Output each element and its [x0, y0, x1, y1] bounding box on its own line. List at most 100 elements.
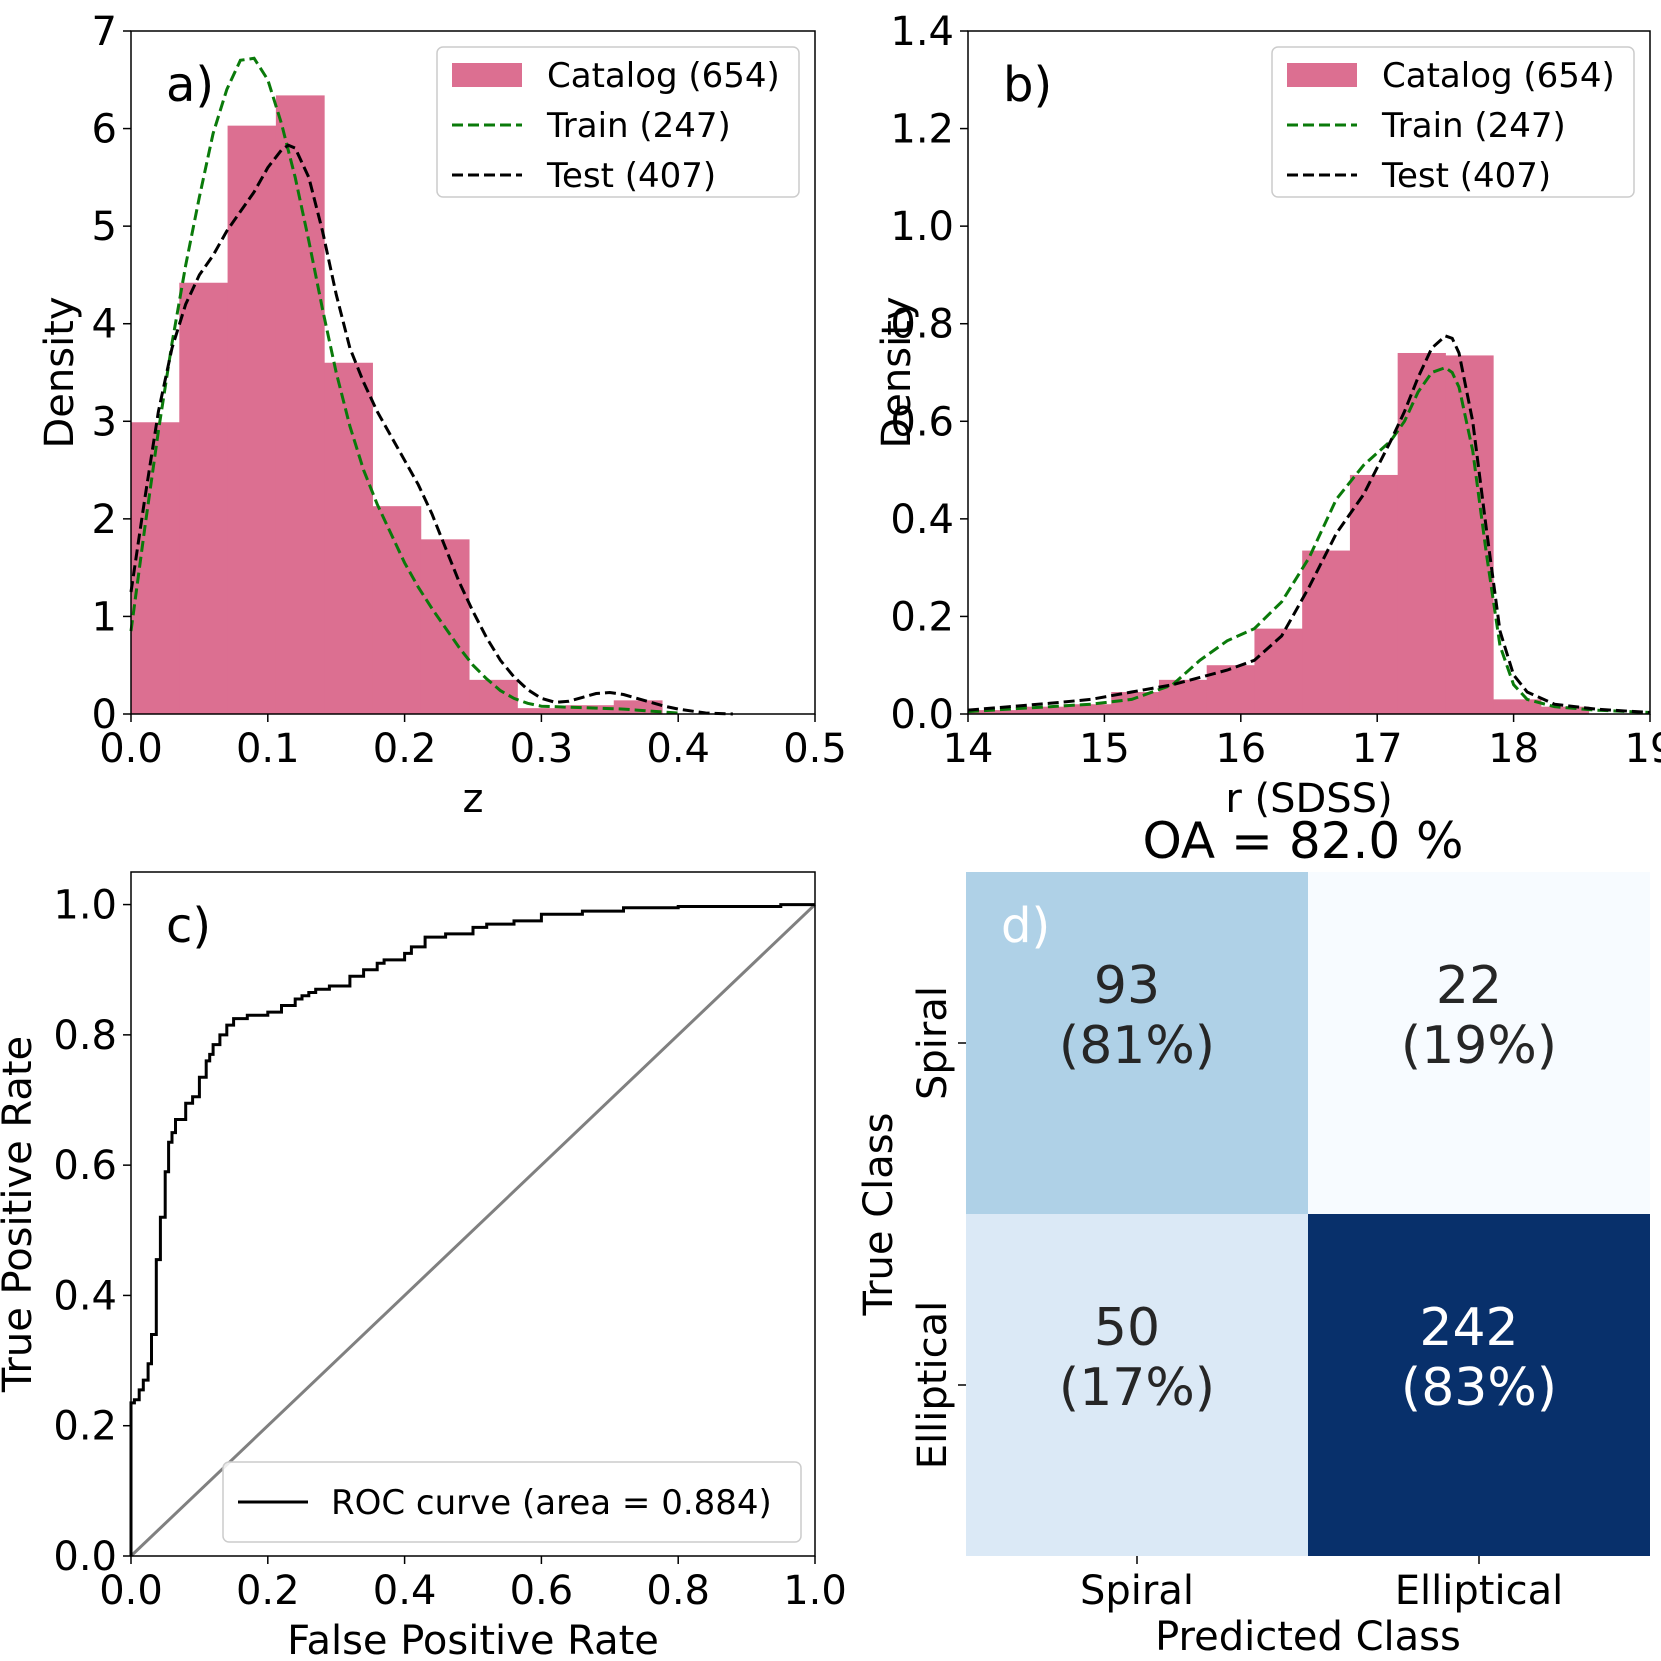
y-tick-label: 0.4	[53, 1273, 117, 1319]
test-kde-line	[129, 143, 733, 716]
y-tick-label: 0.0	[890, 692, 954, 738]
x-tick-label: 16	[1215, 726, 1266, 772]
histogram-bar	[324, 362, 373, 714]
panel-d-confusion-matrix: 93(81%) 22(19%) 50(17%) 242(83%) d) OA = 82.0…	[856, 812, 1650, 1660]
y-tick-label: 1.0	[890, 204, 954, 250]
x-tick-label: 0.0	[99, 726, 163, 772]
histogram-bar	[1493, 699, 1542, 714]
histogram-bar	[517, 708, 566, 714]
x-tick-label: 0.8	[646, 1568, 710, 1614]
legend-label-train: Train (247)	[546, 106, 731, 146]
histogram-bar	[1254, 628, 1303, 714]
panel-c-roc-curve: 0.0 0.2 0.4 0.6 0.8 1.0 0.0 0.2 0.4 0.6 0.8 1.0 Fals…	[0, 871, 847, 1661]
x-tick-label: 0.4	[373, 1568, 437, 1614]
histogram-bar	[372, 506, 422, 714]
panel-b-magnitude-histogram: 14 15 16 17 18 19 0.0 0.2 0.4 0.6 0.8 1.0 1.2 1.4 r (S…	[874, 9, 1661, 822]
x-tick-label: 0.3	[510, 726, 574, 772]
legend-label-train: Train (247)	[1381, 106, 1566, 146]
axes-frame	[130, 871, 816, 1557]
y-tick-label: 0.8	[890, 302, 954, 348]
x-axis-label: r (SDSS)	[1225, 776, 1392, 822]
x-axis-label: Predicted Class	[1155, 1614, 1461, 1660]
panel-label: c)	[166, 898, 211, 954]
y-tick-label: 0.2	[53, 1404, 117, 1450]
x-tick-label: 19	[1625, 726, 1661, 772]
histogram-bar	[1445, 355, 1494, 714]
y-tick-label: 3	[92, 399, 117, 445]
legend-box	[222, 1461, 802, 1543]
y-tick-label: 1.0	[53, 883, 117, 929]
y-tick-label: 1.4	[890, 9, 954, 55]
y-axis-label: True Positive Rate	[0, 1036, 41, 1393]
histogram-bar	[1063, 704, 1112, 714]
x-tick-label: 18	[1488, 726, 1539, 772]
histogram-bar	[1349, 474, 1399, 714]
cell-percent: (19%)	[1401, 1016, 1557, 1076]
y-tick-label: Elliptical	[910, 1301, 956, 1469]
histogram-bar	[565, 705, 615, 714]
x-tick-label: Elliptical	[1395, 1568, 1563, 1614]
x-tick-label: 0.6	[510, 1568, 574, 1614]
train-kde-line	[967, 365, 1651, 714]
cell-percent: (83%)	[1401, 1358, 1557, 1418]
matrix-cell	[966, 872, 1308, 1214]
histogram-bar	[275, 95, 325, 714]
y-tick-label: Spiral	[910, 986, 956, 1100]
y-tick-label: 5	[92, 204, 117, 250]
train-kde-line	[129, 56, 679, 715]
cell-count: 50	[1094, 1298, 1160, 1358]
legend-swatch-catalog	[452, 63, 522, 87]
legend-label-catalog: Catalog (654)	[547, 56, 780, 96]
x-axis-label: z	[463, 776, 484, 822]
y-tick-label: 7	[92, 9, 117, 55]
x-tick-label: 0.1	[236, 726, 300, 772]
histogram-bar	[1302, 550, 1351, 714]
chart-title: OA = 82.0 %	[1142, 812, 1463, 870]
panel-label: d)	[1001, 898, 1050, 954]
y-tick-label: 0.6	[53, 1143, 117, 1189]
x-tick-label: 14	[943, 726, 994, 772]
x-tick-label: 0.2	[373, 726, 437, 772]
histogram-bar	[131, 422, 180, 714]
x-tick-label: 0.5	[783, 726, 847, 772]
histogram-bar	[1540, 706, 1590, 714]
legend-label-catalog: Catalog (654)	[1382, 56, 1615, 96]
matrix-cell	[966, 1214, 1308, 1556]
roc-curve-line	[129, 903, 815, 1556]
legend-swatch-catalog	[1287, 63, 1357, 87]
y-tick-label: 2	[92, 497, 117, 543]
matrix-cell	[1308, 1214, 1650, 1556]
y-tick-label: 0	[92, 692, 117, 738]
cell-percent: (81%)	[1059, 1016, 1215, 1076]
panel-label: a)	[166, 57, 214, 113]
y-tick-label: 1.2	[890, 107, 954, 153]
y-axis-label: True Class	[856, 1113, 902, 1317]
histogram-bar	[227, 125, 277, 714]
cell-percent: (17%)	[1059, 1358, 1215, 1418]
x-tick-label: 15	[1079, 726, 1130, 772]
cell-count: 93	[1094, 956, 1160, 1016]
y-tick-label: 0.4	[890, 497, 954, 543]
x-tick-label: Spiral	[1080, 1568, 1194, 1614]
histogram-bar	[1397, 352, 1446, 714]
legend: Catalog (654) Train (247) Test (407)	[436, 46, 800, 198]
chance-diagonal-line	[129, 903, 817, 1558]
histogram-bar	[1015, 706, 1064, 714]
histogram-bar	[1111, 692, 1160, 714]
matrix-cell	[1308, 872, 1650, 1214]
legend-box	[1271, 46, 1635, 198]
x-tick-label: 0.0	[99, 1568, 163, 1614]
axes-frame	[130, 30, 816, 715]
panel-label: b)	[1003, 57, 1052, 113]
test-kde-line	[967, 334, 1651, 714]
y-tick-label: 6	[92, 107, 117, 153]
x-tick-label: 1.0	[783, 1568, 847, 1614]
x-tick-label: 17	[1352, 726, 1403, 772]
panel-a-redshift-histogram: 0.0 0.1 0.2 0.3 0.4 0.5 0 1 2 3 4 5 6 7 z Density a) Cata…	[37, 9, 847, 822]
y-tick-label: 1	[92, 594, 117, 640]
histogram-bar	[179, 282, 229, 714]
y-tick-label: 4	[92, 302, 117, 348]
cell-count: 242	[1419, 1298, 1518, 1358]
histogram-bar	[968, 710, 1017, 714]
